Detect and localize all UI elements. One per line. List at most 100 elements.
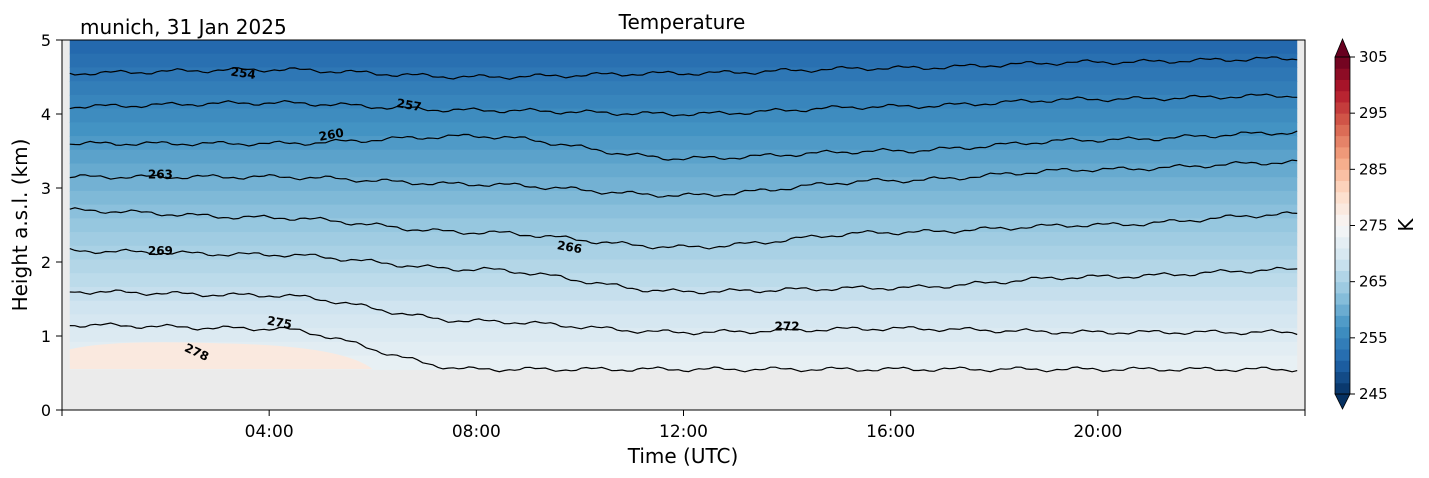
colorbar-segment xyxy=(1335,214,1350,226)
temperature-band xyxy=(69,94,1298,110)
colorbar-segment xyxy=(1335,180,1350,193)
x-tick-label: 16:00 xyxy=(866,422,915,442)
temperature-band xyxy=(69,259,1298,274)
x-axis: 04:00 08:00 12:00 16:00 20:00 xyxy=(61,410,1306,442)
colorbar-extend-max xyxy=(1334,37,1351,58)
contour-label: 266 xyxy=(556,238,583,256)
temperature-band xyxy=(69,341,1298,357)
colorbar-tick-label: 295 xyxy=(1359,104,1388,122)
colorbar-segment xyxy=(1335,90,1350,103)
temperature-band xyxy=(69,81,1298,96)
temperature-band xyxy=(69,177,1298,192)
colorbar-segment xyxy=(1335,101,1350,114)
colorbar-segment xyxy=(1335,203,1350,215)
temperature-band xyxy=(69,286,1298,302)
contour-line-257 xyxy=(69,93,1298,117)
colorbar-segment xyxy=(1335,304,1350,316)
x-tick-label: 20:00 xyxy=(1073,422,1122,442)
colorbar-segment xyxy=(1335,236,1350,249)
colorbar-extend-min xyxy=(1334,393,1351,410)
colorbar-segment xyxy=(1335,57,1350,69)
contour-lines xyxy=(69,56,1298,373)
colorbar-segment xyxy=(1335,146,1350,159)
y-tick-label: 3 xyxy=(41,179,51,198)
colorbar-tick-label: 275 xyxy=(1359,217,1388,235)
warm-region xyxy=(69,342,373,370)
contour-label: 260 xyxy=(318,126,345,144)
colorbar-segment xyxy=(1335,259,1350,271)
colorbar-segment xyxy=(1335,158,1350,170)
colorbar-segment xyxy=(1335,191,1350,204)
colorbar-segment xyxy=(1335,113,1350,125)
x-tick-label: 04:00 xyxy=(245,422,294,442)
colorbar-label: K xyxy=(1394,218,1418,232)
y-axis-label: Height a.s.l. (km) xyxy=(8,139,32,312)
colorbar-tick-label: 255 xyxy=(1359,329,1388,347)
colorbar-segment xyxy=(1335,315,1350,328)
colorbar-segment xyxy=(1335,124,1350,137)
colorbar-segment xyxy=(1335,360,1350,373)
contour-label: 263 xyxy=(148,168,173,182)
colorbar-segment xyxy=(1335,292,1350,305)
colorbar-segment xyxy=(1335,247,1350,260)
contour-label: 275 xyxy=(266,314,293,332)
colorbar-tick-label: 265 xyxy=(1359,273,1388,291)
contour-line-275 xyxy=(69,322,1298,373)
colorbar-segment xyxy=(1335,337,1350,350)
contour-line-254 xyxy=(69,56,1298,80)
y-tick-label: 4 xyxy=(41,105,51,124)
x-tick-label: 08:00 xyxy=(452,422,501,442)
chart-title: Temperature xyxy=(618,10,746,34)
y-tick-label: 1 xyxy=(41,327,51,346)
colorbar-segment xyxy=(1335,169,1350,182)
contour-label: 257 xyxy=(395,96,422,114)
colorbar-segment xyxy=(1335,225,1350,238)
temperature-band xyxy=(69,136,1298,151)
colorbar-ticks: 245 255 265 275 285 295 305 xyxy=(1350,48,1388,403)
colorbar-segment xyxy=(1335,68,1350,80)
contour-label: 269 xyxy=(148,244,173,258)
contour-line-260 xyxy=(69,130,1298,161)
temperature-band xyxy=(69,204,1298,219)
y-axis: 0 1 2 3 4 5 xyxy=(41,31,62,420)
temperature-band xyxy=(69,218,1298,233)
x-axis-label: Time (UTC) xyxy=(627,444,739,468)
temperature-band xyxy=(69,122,1298,137)
colorbar-segment xyxy=(1335,135,1350,148)
y-tick-label: 2 xyxy=(41,253,51,272)
colorbar-segment xyxy=(1335,281,1350,294)
colorbar-tick-label: 305 xyxy=(1359,48,1388,66)
contour-line-266 xyxy=(69,207,1298,250)
temperature-field xyxy=(69,40,1298,370)
colorbar: 245 255 265 275 285 295 305 xyxy=(1334,37,1388,410)
temperature-band xyxy=(69,328,1298,343)
colorbar-segments xyxy=(1334,37,1351,410)
contour-line-269 xyxy=(69,248,1298,295)
contour-line-263 xyxy=(69,159,1298,198)
contour-label: 272 xyxy=(775,319,800,333)
colorbar-segment xyxy=(1335,382,1350,395)
temperature-band xyxy=(69,108,1298,123)
y-tick-label: 5 xyxy=(41,31,51,50)
colorbar-tick-label: 245 xyxy=(1359,385,1388,403)
temperature-band xyxy=(69,314,1298,329)
temperature-band xyxy=(69,232,1298,247)
temperature-band xyxy=(69,149,1298,165)
temperature-band xyxy=(69,40,1298,55)
temperature-band xyxy=(69,53,1298,69)
colorbar-segment xyxy=(1335,371,1350,384)
location-date-label: munich, 31 Jan 2025 xyxy=(80,15,287,39)
temperature-band xyxy=(69,300,1298,316)
temperature-band xyxy=(69,245,1298,261)
colorbar-tick-label: 285 xyxy=(1359,160,1388,178)
y-tick-label: 0 xyxy=(41,401,51,420)
contour-line-272 xyxy=(69,289,1298,336)
temperature-band xyxy=(69,273,1298,288)
colorbar-segment xyxy=(1335,79,1350,92)
colorbar-segment xyxy=(1335,349,1350,361)
temperature-band xyxy=(69,190,1298,206)
contour-label: 254 xyxy=(230,65,257,82)
x-tick-label: 12:00 xyxy=(659,422,708,442)
